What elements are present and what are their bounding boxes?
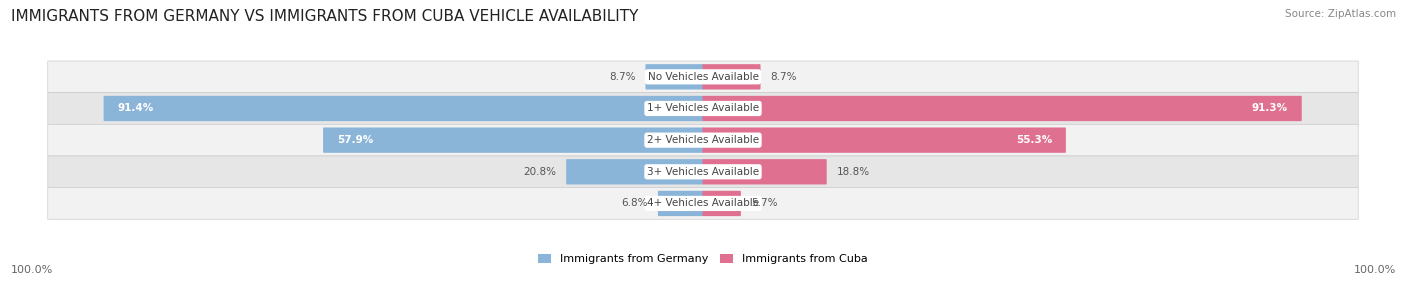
Text: 2+ Vehicles Available: 2+ Vehicles Available	[647, 135, 759, 145]
FancyBboxPatch shape	[323, 128, 703, 153]
Text: 1+ Vehicles Available: 1+ Vehicles Available	[647, 104, 759, 114]
FancyBboxPatch shape	[703, 64, 761, 90]
Text: 57.9%: 57.9%	[336, 135, 373, 145]
Text: 20.8%: 20.8%	[523, 167, 557, 177]
Text: 5.7%: 5.7%	[751, 198, 778, 208]
Text: 18.8%: 18.8%	[837, 167, 870, 177]
Text: 100.0%: 100.0%	[11, 265, 53, 275]
Text: 3+ Vehicles Available: 3+ Vehicles Available	[647, 167, 759, 177]
FancyBboxPatch shape	[48, 61, 1358, 93]
Text: 8.7%: 8.7%	[609, 72, 636, 82]
Text: No Vehicles Available: No Vehicles Available	[648, 72, 758, 82]
FancyBboxPatch shape	[48, 124, 1358, 156]
FancyBboxPatch shape	[703, 159, 827, 184]
FancyBboxPatch shape	[645, 64, 703, 90]
Text: 4+ Vehicles Available: 4+ Vehicles Available	[647, 198, 759, 208]
FancyBboxPatch shape	[48, 93, 1358, 124]
FancyBboxPatch shape	[104, 96, 703, 121]
Legend: Immigrants from Germany, Immigrants from Cuba: Immigrants from Germany, Immigrants from…	[538, 253, 868, 264]
FancyBboxPatch shape	[703, 128, 1066, 153]
FancyBboxPatch shape	[703, 96, 1302, 121]
Text: 91.4%: 91.4%	[117, 104, 153, 114]
Text: 8.7%: 8.7%	[770, 72, 797, 82]
Text: Source: ZipAtlas.com: Source: ZipAtlas.com	[1285, 9, 1396, 19]
FancyBboxPatch shape	[703, 191, 741, 216]
FancyBboxPatch shape	[48, 156, 1358, 188]
FancyBboxPatch shape	[48, 188, 1358, 219]
FancyBboxPatch shape	[567, 159, 703, 184]
FancyBboxPatch shape	[658, 191, 703, 216]
Text: 100.0%: 100.0%	[1354, 265, 1396, 275]
Text: 91.3%: 91.3%	[1251, 104, 1288, 114]
Text: IMMIGRANTS FROM GERMANY VS IMMIGRANTS FROM CUBA VEHICLE AVAILABILITY: IMMIGRANTS FROM GERMANY VS IMMIGRANTS FR…	[11, 9, 638, 23]
Text: 55.3%: 55.3%	[1017, 135, 1052, 145]
Text: 6.8%: 6.8%	[621, 198, 648, 208]
